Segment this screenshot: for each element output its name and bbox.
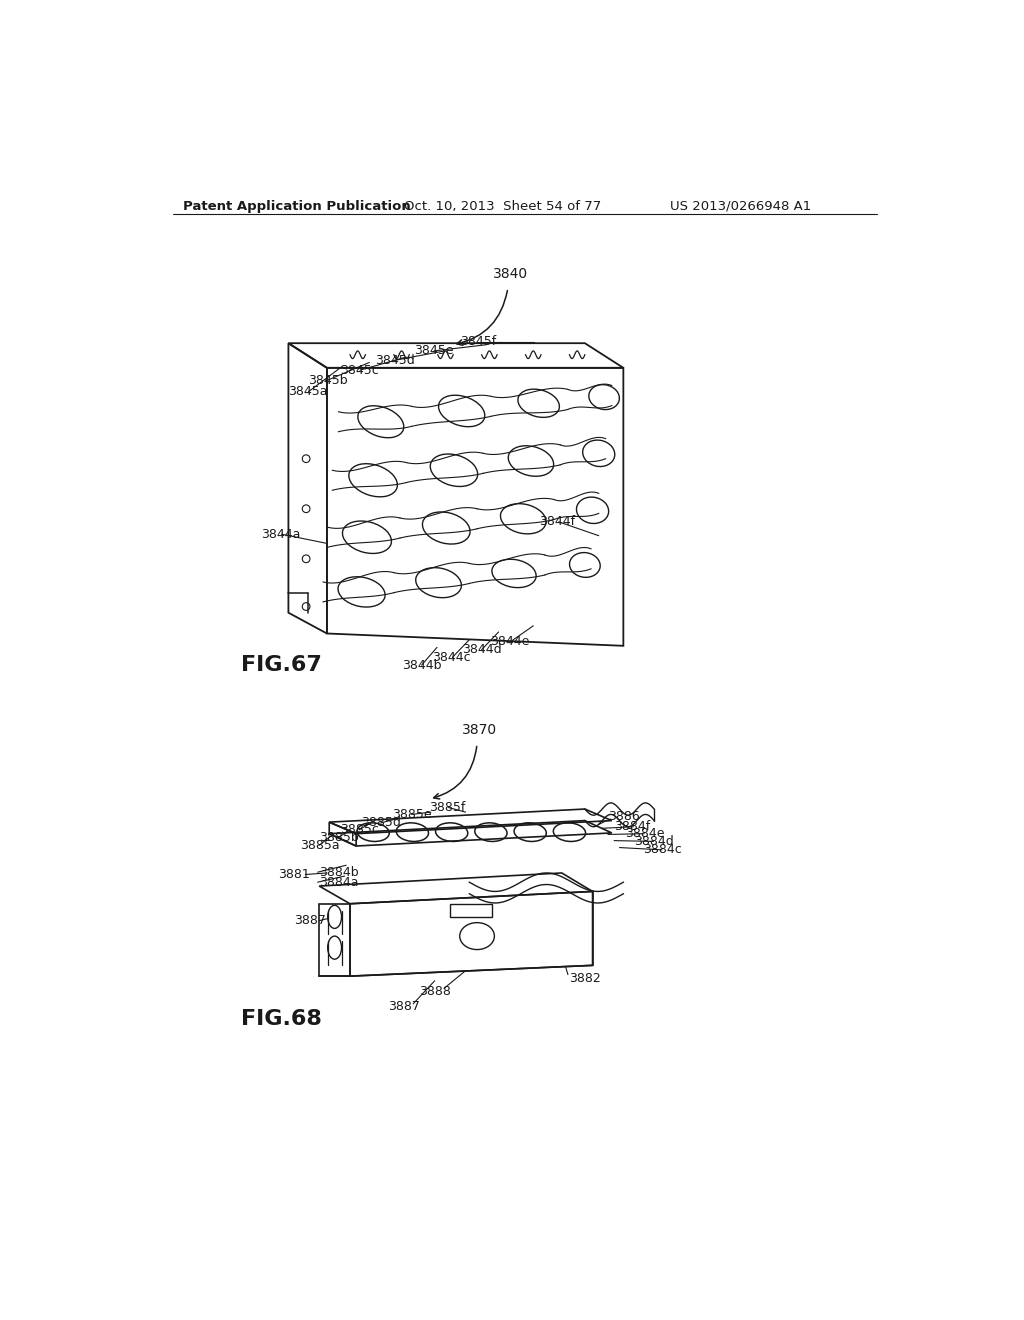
Text: 3845d: 3845d bbox=[376, 354, 415, 367]
Text: 3844f: 3844f bbox=[539, 515, 574, 528]
Text: 3845e: 3845e bbox=[414, 345, 454, 358]
Text: 3885e: 3885e bbox=[392, 808, 432, 821]
Text: 3884e: 3884e bbox=[625, 828, 665, 841]
Polygon shape bbox=[451, 904, 493, 917]
Text: 3882: 3882 bbox=[569, 972, 601, 985]
Text: 3845a: 3845a bbox=[289, 385, 328, 399]
Text: 3844b: 3844b bbox=[401, 659, 441, 672]
Text: 3887: 3887 bbox=[295, 915, 327, 927]
Text: 3840: 3840 bbox=[493, 267, 527, 281]
Text: US 2013/0266948 A1: US 2013/0266948 A1 bbox=[670, 199, 811, 213]
Text: Patent Application Publication: Patent Application Publication bbox=[183, 199, 411, 213]
Text: FIG.68: FIG.68 bbox=[241, 1010, 322, 1030]
Text: 3887: 3887 bbox=[388, 1001, 421, 1014]
Text: 3845f: 3845f bbox=[460, 335, 497, 348]
Text: 3870: 3870 bbox=[462, 723, 497, 737]
Text: 3844c: 3844c bbox=[432, 651, 471, 664]
Text: 3888: 3888 bbox=[419, 985, 452, 998]
Text: Oct. 10, 2013  Sheet 54 of 77: Oct. 10, 2013 Sheet 54 of 77 bbox=[403, 199, 601, 213]
Text: 3881: 3881 bbox=[279, 869, 310, 880]
Text: 3844a: 3844a bbox=[261, 528, 301, 541]
Text: FIG.67: FIG.67 bbox=[241, 655, 322, 675]
Text: 3885c: 3885c bbox=[340, 824, 379, 837]
Text: 3884b: 3884b bbox=[319, 866, 358, 879]
Text: 3884d: 3884d bbox=[634, 834, 674, 847]
Text: 3844d: 3844d bbox=[462, 643, 502, 656]
Text: 3885d: 3885d bbox=[361, 816, 401, 829]
Circle shape bbox=[302, 455, 310, 462]
Text: 3885a: 3885a bbox=[300, 838, 340, 851]
Circle shape bbox=[302, 554, 310, 562]
Text: 3884f: 3884f bbox=[614, 820, 650, 833]
Text: 3844e: 3844e bbox=[490, 635, 529, 648]
Text: 3885b: 3885b bbox=[319, 832, 359, 843]
Text: 3886: 3886 bbox=[608, 810, 640, 824]
Text: 3845c: 3845c bbox=[340, 363, 379, 376]
Text: 3884a: 3884a bbox=[319, 875, 358, 888]
Text: 3885f: 3885f bbox=[429, 801, 466, 814]
Text: 3845b: 3845b bbox=[307, 374, 347, 387]
Text: 3884c: 3884c bbox=[643, 843, 681, 857]
Circle shape bbox=[302, 603, 310, 610]
Circle shape bbox=[302, 504, 310, 512]
